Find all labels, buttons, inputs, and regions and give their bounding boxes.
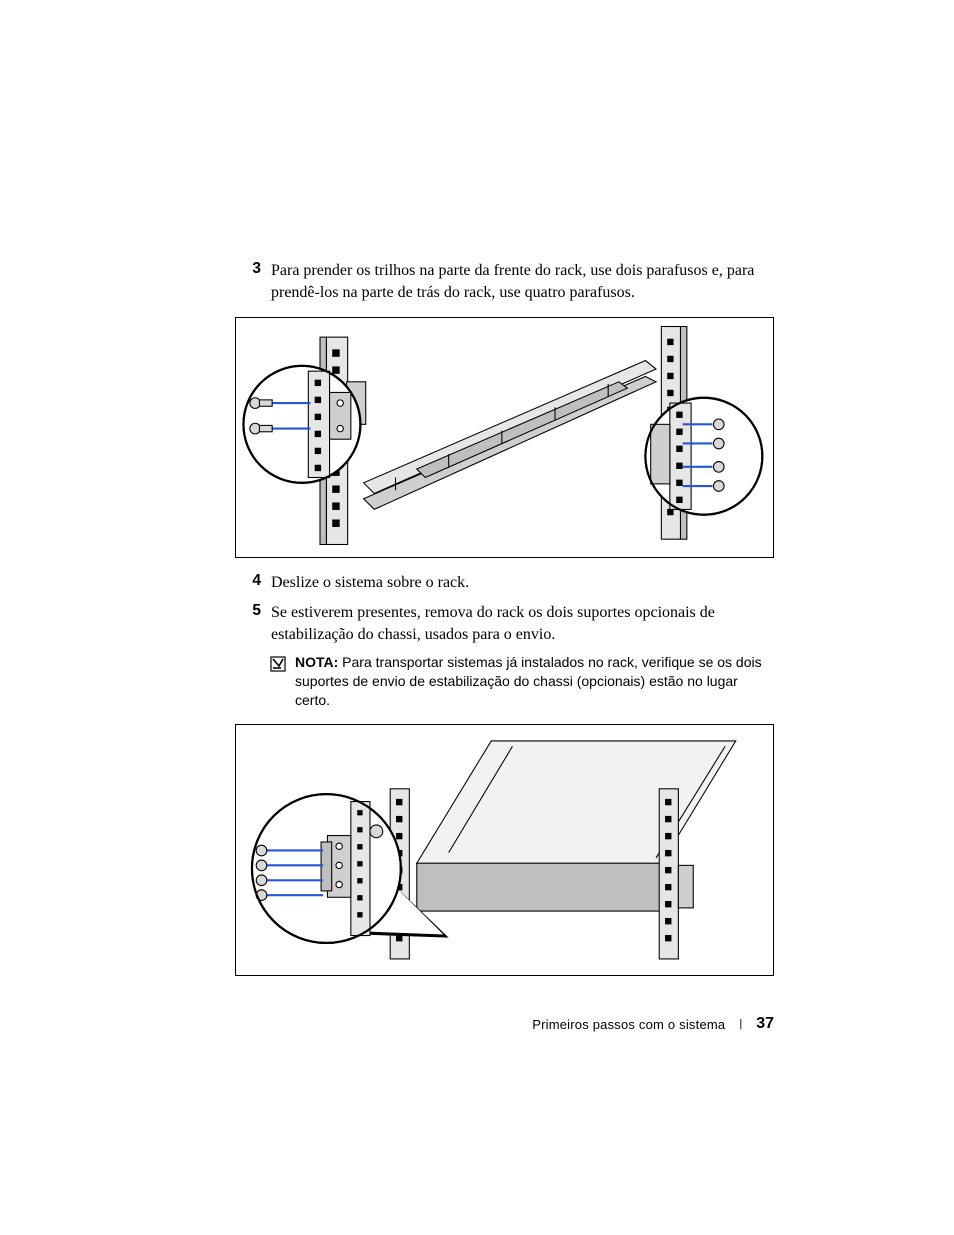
step-5: 5 Se estiverem presentes, remova do rack… [235,602,774,645]
page-footer: Primeiros passos com o sistema | 37 [532,1015,774,1033]
footer-title: Primeiros passos com o sistema [532,1017,725,1032]
step-3: 3 Para prender os trilhos na parte da fr… [235,260,774,303]
step-text: Para prender os trilhos na parte da fren… [271,260,774,303]
step-4: 4 Deslize o sistema sobre o rack. [235,572,774,594]
step-text: Deslize o sistema sobre o rack. [271,572,774,594]
note-block: NOTA: Para transportar sistemas já insta… [269,653,774,710]
footer-page-number: 37 [756,1015,774,1033]
system-diagram-svg [236,725,773,975]
step-number: 5 [235,602,271,620]
rail-diagram-svg [236,318,773,557]
footer-separator: | [739,1018,742,1030]
step-number: 3 [235,260,271,278]
note-body: Para transportar sistemas já instalados … [295,654,762,708]
note-text-container: NOTA: Para transportar sistemas já insta… [295,653,774,710]
figure-system-slide [235,724,774,976]
step-number: 4 [235,572,271,590]
step-text: Se estiverem presentes, remova do rack o… [271,602,774,645]
document-page: 3 Para prender os trilhos na parte da fr… [0,0,954,1235]
note-label: NOTA: [295,654,338,670]
figure-rail-screws [235,317,774,558]
note-icon [269,655,287,673]
